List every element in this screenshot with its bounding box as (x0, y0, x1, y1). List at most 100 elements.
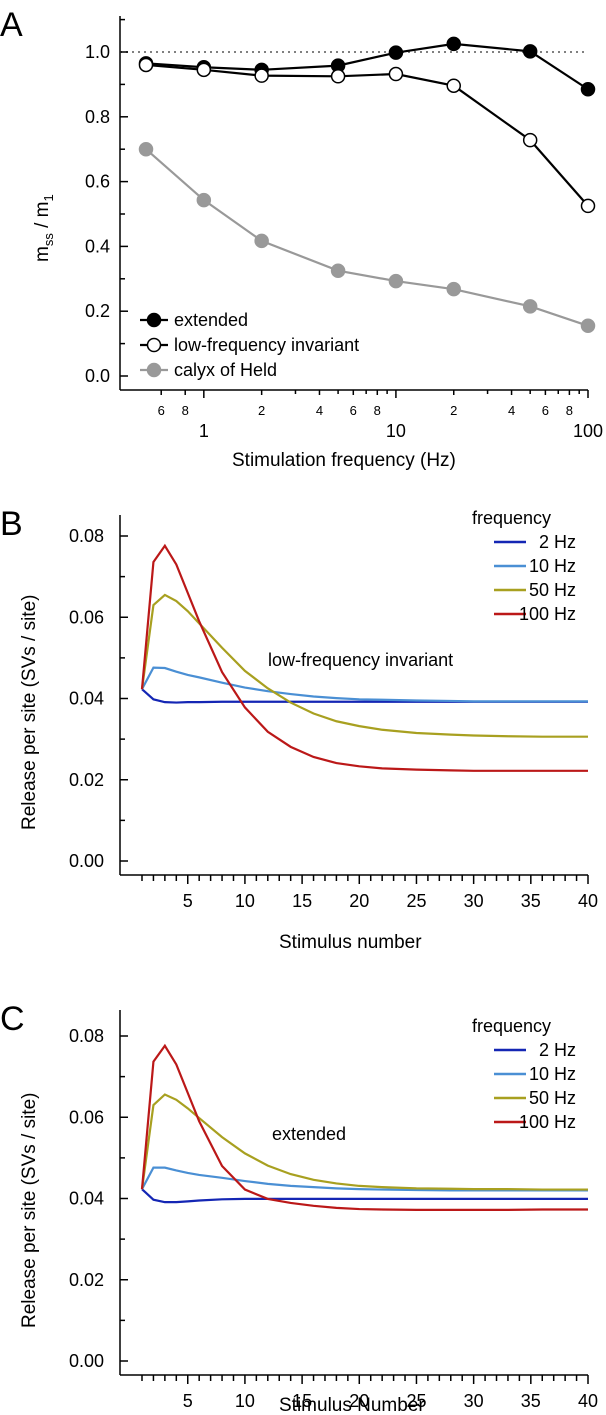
x-tick-label-b-5: 30 (464, 891, 484, 911)
legend-c-1-label: 10 Hz (529, 1064, 576, 1084)
x-tick-label-b-1: 10 (235, 891, 255, 911)
legend-b-title: frequency (472, 508, 551, 528)
ylabel-a-mid: / m (32, 202, 53, 234)
legend-c-title: frequency (472, 1016, 551, 1036)
x-tick-label-c-0: 5 (183, 1391, 193, 1411)
legend-c-3-label: 100 Hz (519, 1112, 576, 1132)
x-tick-label-a-1: 10 (386, 421, 406, 441)
y-tick-label-c-0: 0.00 (69, 1351, 104, 1371)
series-c-3-line (140, 1043, 588, 1211)
legend-a-lfi-label: low-frequency invariant (174, 335, 359, 355)
x-tick-label-c-6: 35 (521, 1391, 541, 1411)
series-a-2-point-7 (580, 318, 596, 334)
chart-c-xlabel: Stimulus Number (279, 1395, 425, 1415)
series-b-3-line (140, 543, 588, 772)
legend-c-2-label: 50 Hz (529, 1088, 576, 1108)
chart-a-legend: extended low-frequency invariant calyx o… (140, 310, 359, 380)
series-a-1-point-3 (330, 69, 346, 84)
chart-c-x-ticks: 5 10 15 20 25 30 35 40 (141, 1375, 598, 1411)
series-a-0-point-6 (522, 44, 538, 59)
y-tick-label-a-4: 0.8 (85, 107, 110, 127)
chart-b: 0.00 0.02 0.04 0.06 0.08 5 10 15 20 25 30 35 40 fre… (19, 508, 598, 953)
series-a-1-point-5 (446, 78, 461, 93)
chart-a-y-ticks: 0.0 0.2 0.4 0.6 0.8 1.0 (85, 18, 128, 386)
x-tick-label-a-2: 100 (573, 421, 603, 441)
chart-b-xlabel: Stimulus number (279, 932, 422, 953)
series-a-2-point-5 (446, 281, 461, 297)
legend-a-lfi-marker (146, 337, 162, 353)
legend-a-extended-marker (146, 312, 162, 328)
chart-c-series (140, 1043, 588, 1211)
x-tick-label-c-4: 25 (406, 1391, 426, 1411)
y-tick-label-c-4: 0.08 (69, 1026, 104, 1046)
chart-c-ylabel: Release per site (SVs / site) (19, 1093, 40, 1328)
legend-a-extended-label: extended (174, 310, 248, 330)
x-tick-label-b-2: 15 (292, 891, 312, 911)
x-minor-tick-label-a-0: 6 (158, 403, 165, 418)
series-b-2-line (140, 593, 588, 738)
panel-letter-a: A (0, 6, 23, 44)
x-tick-label-a-0: 1 (199, 421, 209, 441)
chart-a-xlabel: Stimulation frequency (Hz) (232, 450, 456, 471)
chart-b-ylabel: Release per site (SVs / site) (19, 595, 40, 830)
chart-b-x-ticks: 5 10 15 20 25 30 35 40 (141, 875, 598, 911)
series-a-0-point-4 (388, 45, 404, 60)
y-tick-label-b-3: 0.06 (69, 607, 104, 627)
chart-a-x-ticks: 1 10 100 6 8 2 4 6 8 2 4 6 8 (158, 390, 603, 441)
chart-c-legend: frequency 2 Hz 10 Hz 50 Hz 100 Hz (472, 1016, 576, 1132)
legend-b-1-label: 10 Hz (529, 556, 576, 576)
x-minor-tick-label-a-8: 6 (542, 403, 549, 418)
y-tick-label-c-1: 0.02 (69, 1270, 104, 1290)
series-a-1-point-4 (388, 66, 404, 82)
panel-letter-c: C (0, 1000, 25, 1038)
chart-b-legend: frequency 2 Hz 10 Hz 50 Hz 100 Hz (472, 508, 576, 624)
series-c-1-line (141, 1166, 588, 1192)
chart-a-series (138, 36, 596, 334)
chart-c-annotation: extended (272, 1124, 346, 1144)
legend-a-calyx-marker (146, 362, 162, 378)
y-tick-label-a-3: 0.6 (85, 172, 110, 192)
series-a-2-point-4 (388, 273, 404, 289)
y-tick-label-b-2: 0.04 (69, 689, 104, 709)
series-a-0-point-5 (446, 36, 461, 52)
x-minor-tick-label-a-9: 8 (566, 403, 573, 418)
ylabel-a-m: m (32, 246, 53, 262)
x-minor-tick-label-a-3: 4 (316, 403, 323, 418)
y-tick-label-b-1: 0.02 (69, 770, 104, 790)
series-c-2-line (140, 1093, 588, 1191)
x-minor-tick-label-a-1: 8 (182, 403, 189, 418)
x-tick-label-b-6: 35 (521, 891, 541, 911)
series-a-1-point-7 (580, 198, 596, 214)
y-tick-label-c-2: 0.04 (69, 1189, 104, 1209)
series-a-1-point-2 (254, 68, 269, 83)
x-tick-label-c-7: 40 (578, 1391, 598, 1411)
x-tick-label-c-1: 10 (235, 1391, 255, 1411)
chart-b-series (140, 543, 588, 772)
series-a-2-line (145, 148, 589, 327)
series-a-0-line (145, 42, 589, 91)
legend-c-0-label: 2 Hz (539, 1040, 576, 1060)
x-tick-label-c-3: 20 (349, 1391, 369, 1411)
y-tick-label-c-3: 0.06 (69, 1107, 104, 1127)
chart-b-y-ticks: 0.00 0.02 0.04 0.06 0.08 (69, 526, 128, 871)
y-tick-label-a-0: 0.0 (85, 366, 110, 386)
x-tick-label-c-5: 30 (464, 1391, 484, 1411)
series-a-1-point-0 (138, 57, 154, 73)
series-a-1-point-1 (196, 62, 212, 78)
ylabel-a-sub1: ss (41, 233, 56, 247)
chart-a: 0.0 0.2 0.4 0.6 0.8 1.0 1 10 100 6 8 2 4 6 8 2 4 6 8 exte… (32, 16, 603, 471)
x-minor-tick-label-a-2: 2 (258, 403, 265, 418)
x-minor-tick-label-a-5: 8 (374, 403, 381, 418)
series-a-2-point-3 (330, 263, 346, 278)
x-tick-label-b-0: 5 (183, 891, 193, 911)
legend-b-2-label: 50 Hz (529, 580, 576, 600)
series-a-2-point-6 (522, 299, 538, 314)
series-a-1-line (145, 63, 589, 207)
x-minor-tick-label-a-7: 4 (508, 403, 515, 418)
series-a-2-point-2 (254, 233, 269, 249)
y-tick-label-a-1: 0.2 (85, 301, 110, 321)
x-minor-tick-label-a-6: 2 (450, 403, 457, 418)
chart-c-y-ticks: 0.00 0.02 0.04 0.06 0.08 (69, 1026, 128, 1371)
series-a-1-point-6 (522, 132, 538, 148)
